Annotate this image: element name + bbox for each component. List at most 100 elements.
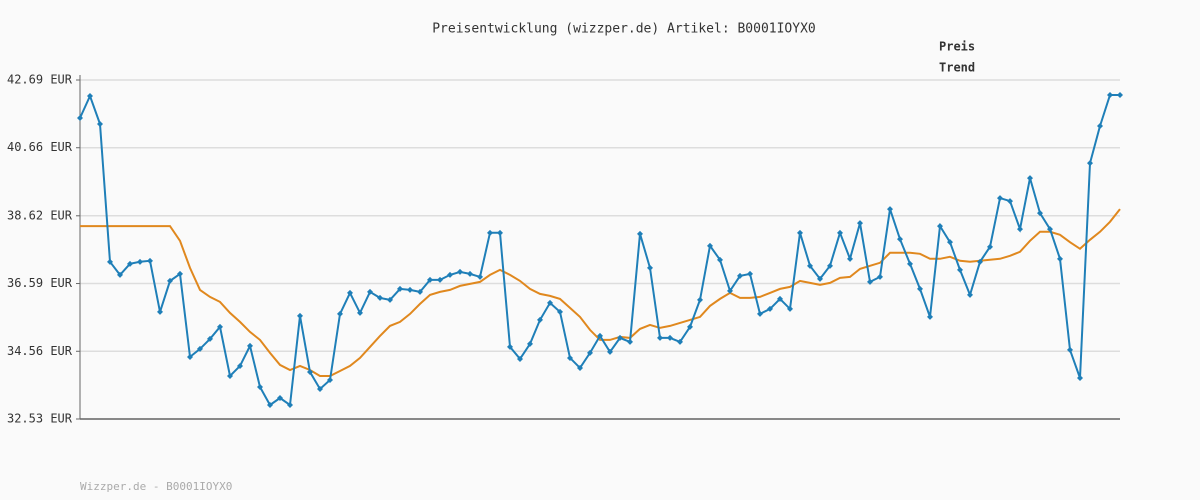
point-marker	[497, 229, 503, 236]
point-marker	[947, 239, 953, 246]
point-marker	[567, 354, 573, 361]
point-marker	[517, 355, 523, 362]
point-marker	[407, 286, 413, 293]
point-marker	[817, 275, 823, 282]
point-marker	[637, 230, 643, 237]
point-marker	[837, 229, 843, 236]
point-marker	[597, 332, 603, 339]
point-marker	[707, 242, 713, 249]
point-marker	[607, 348, 613, 355]
point-marker	[397, 285, 403, 292]
point-marker	[87, 93, 93, 100]
point-marker	[247, 342, 253, 349]
y-tick-label: 34.56 EUR	[7, 344, 73, 358]
point-marker	[77, 115, 83, 122]
legend-entry: Preis	[939, 40, 975, 54]
point-marker	[927, 313, 933, 320]
y-tick-label: 36.59 EUR	[7, 276, 73, 290]
point-marker	[207, 335, 213, 342]
point-marker	[1057, 255, 1063, 262]
point-marker	[257, 383, 263, 390]
point-marker	[157, 308, 163, 315]
point-marker	[197, 345, 203, 352]
point-marker	[617, 334, 623, 341]
point-marker	[557, 308, 563, 315]
point-marker	[1107, 92, 1113, 99]
point-marker	[167, 277, 173, 284]
point-marker	[277, 394, 283, 401]
point-marker	[1017, 226, 1023, 233]
point-marker	[1037, 210, 1043, 217]
point-marker	[827, 262, 833, 269]
point-marker	[1047, 226, 1053, 233]
point-marker	[937, 223, 943, 230]
point-marker	[187, 353, 193, 360]
point-marker	[847, 255, 853, 262]
point-marker	[427, 276, 433, 283]
point-marker	[787, 305, 793, 312]
point-marker	[677, 338, 683, 345]
point-marker	[1067, 346, 1073, 353]
point-marker	[667, 334, 673, 341]
point-marker	[107, 258, 113, 265]
point-marker	[147, 257, 153, 264]
point-marker	[977, 258, 983, 265]
point-marker	[887, 206, 893, 213]
point-marker	[137, 258, 143, 265]
point-marker	[537, 316, 543, 323]
point-marker	[727, 287, 733, 294]
point-marker	[1077, 374, 1083, 381]
point-marker	[647, 264, 653, 271]
point-marker	[227, 372, 233, 379]
point-marker	[857, 220, 863, 227]
point-marker	[717, 256, 723, 263]
point-marker	[357, 309, 363, 316]
point-marker	[697, 296, 703, 303]
y-tick-label: 40.66 EUR	[7, 140, 73, 154]
point-marker	[237, 362, 243, 369]
point-marker	[627, 338, 633, 345]
point-marker	[917, 285, 923, 292]
point-marker	[867, 278, 873, 285]
point-marker	[337, 310, 343, 317]
point-marker	[657, 334, 663, 341]
chart-title: Preisentwicklung (wizzper.de) Artikel: B…	[432, 22, 816, 37]
y-tick-label: 32.53 EUR	[7, 412, 73, 426]
point-marker	[267, 401, 273, 408]
point-marker	[757, 310, 763, 317]
point-marker	[687, 323, 693, 330]
point-marker	[477, 273, 483, 280]
footer: Wizzper.de - B0001IOYX0	[80, 480, 232, 493]
point-marker	[877, 273, 883, 280]
point-marker	[367, 288, 373, 295]
point-marker	[907, 260, 913, 267]
y-tick-label: 38.62 EUR	[7, 208, 73, 222]
point-marker	[577, 364, 583, 371]
point-marker	[1087, 160, 1093, 167]
point-marker	[377, 294, 383, 301]
point-marker	[287, 401, 293, 408]
point-marker	[447, 271, 453, 278]
point-marker	[457, 268, 463, 275]
point-marker	[1007, 198, 1013, 205]
point-marker	[177, 270, 183, 277]
point-marker	[117, 271, 123, 278]
series-line	[80, 208, 1121, 377]
legend-entry: Trend	[939, 61, 975, 75]
point-marker	[987, 243, 993, 250]
point-marker	[127, 260, 133, 267]
point-marker	[217, 323, 223, 330]
point-marker	[997, 195, 1003, 202]
point-marker	[417, 288, 423, 295]
point-marker	[547, 299, 553, 306]
point-marker	[1117, 92, 1123, 99]
point-marker	[467, 270, 473, 277]
point-marker	[767, 305, 773, 312]
point-marker	[327, 376, 333, 383]
point-marker	[507, 343, 513, 350]
point-marker	[737, 272, 743, 279]
point-marker	[487, 229, 493, 236]
point-marker	[317, 385, 323, 392]
